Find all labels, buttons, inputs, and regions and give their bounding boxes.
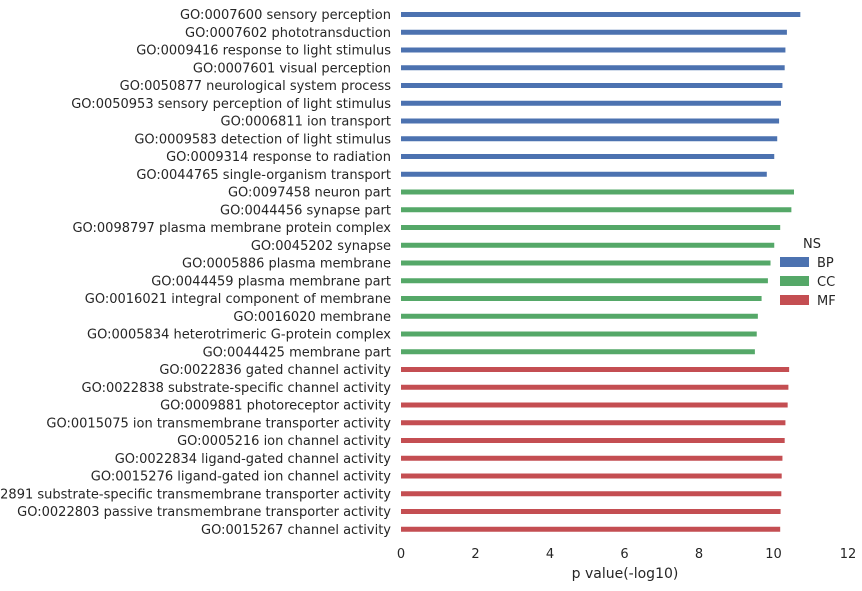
bar-cc [401, 278, 768, 284]
category-label: GO:0005886 plasma membrane [182, 257, 391, 272]
bar-cc [401, 207, 792, 213]
category-label: GO:0005216 ion channel activity [177, 434, 391, 449]
bar-cc [401, 331, 757, 337]
bar-bp [401, 65, 785, 71]
category-label: GO:0016020 membrane [233, 310, 391, 325]
bar-cc [401, 313, 758, 319]
category-label: GO:0044425 membrane part [203, 345, 391, 360]
category-label: GO:0022891 substrate-specific transmembr… [0, 487, 391, 502]
legend-label-bp: BP [817, 256, 834, 271]
x-tick-label: 6 [620, 547, 628, 562]
category-label: GO:0044765 single-organism transport [136, 168, 391, 183]
x-tick-label: 4 [546, 547, 554, 562]
legend-title: NS [803, 237, 821, 252]
bar-bp [401, 136, 778, 142]
category-label: GO:0050877 neurological system process [120, 79, 392, 94]
category-label: GO:0007602 phototransduction [185, 26, 391, 41]
bar-bp [401, 171, 767, 177]
bar-bp [401, 100, 781, 106]
bar-cc [401, 349, 755, 355]
category-label: GO:0022834 ligand-gated channel activity [115, 452, 392, 467]
legend-swatch-mf [780, 295, 809, 305]
category-label: GO:0044456 synapse part [220, 203, 391, 218]
legend: NS BP CC MF [780, 237, 836, 309]
category-label: GO:0050953 sensory perception of light s… [71, 97, 391, 112]
bar-mf [401, 473, 782, 479]
x-tick-label: 12 [840, 547, 857, 562]
bar-cc [401, 242, 775, 248]
bar-mf [401, 491, 782, 497]
bar-bp [401, 29, 787, 35]
category-label: GO:0015267 channel activity [201, 523, 391, 538]
bar-bp [401, 12, 801, 17]
bar-mf [401, 509, 781, 514]
bar-mf [401, 438, 785, 443]
bar-bp [401, 154, 775, 159]
category-labels: GO:0007600 sensory perception GO:0007602 … [0, 8, 391, 538]
category-label: GO:0022803 passive transmembrane transpo… [17, 505, 391, 520]
bar-mf [401, 384, 789, 390]
category-label: GO:0015075 ion transmembrane transporter… [46, 416, 391, 431]
bar-bp [401, 47, 786, 53]
x-tick-label: 10 [765, 547, 782, 562]
category-label: GO:0009314 response to radiation [166, 150, 391, 165]
bar-mf [401, 455, 783, 461]
category-label: GO:0022836 gated channel activity [159, 363, 391, 378]
bar-mf [401, 367, 790, 372]
category-label: GO:0009583 detection of light stimulus [134, 132, 391, 147]
bars-layer [401, 12, 801, 532]
category-label: GO:0097458 neuron part [228, 186, 391, 201]
category-label: GO:0009416 response to light stimulus [136, 44, 391, 59]
x-tick-label: 8 [695, 547, 703, 562]
category-label: GO:0015276 ligand-gated ion channel acti… [91, 470, 392, 485]
category-label: GO:0007601 visual perception [193, 61, 391, 76]
bar-cc [401, 260, 771, 266]
legend-label-cc: CC [817, 275, 835, 290]
bar-mf [401, 402, 788, 408]
x-axis-label: p value(-log10) [572, 566, 679, 582]
x-axis-ticks: 0 2 4 6 8 10 12 [397, 547, 856, 562]
bar-cc [401, 189, 794, 195]
category-label: GO:0016021 integral component of membran… [85, 292, 391, 307]
bar-bp [401, 83, 783, 88]
legend-swatch-cc [780, 276, 809, 286]
category-label: GO:0006811 ion transport [221, 115, 392, 130]
category-label: GO:0009881 photoreceptor activity [160, 399, 391, 414]
bar-cc [401, 296, 762, 301]
legend-label-mf: MF [817, 294, 836, 309]
bar-bp [401, 118, 780, 124]
x-tick-label: 0 [397, 547, 405, 562]
category-label: GO:0007600 sensory perception [180, 8, 391, 23]
legend-swatch-bp [780, 257, 809, 267]
bar-mf [401, 526, 781, 532]
category-label: GO:0044459 plasma membrane part [151, 274, 391, 289]
category-label: GO:0098797 plasma membrane protein compl… [72, 221, 391, 236]
category-label: GO:0005834 heterotrimeric G-protein comp… [87, 328, 391, 343]
category-label: GO:0022838 substrate-specific channel ac… [82, 381, 392, 396]
bar-cc [401, 225, 781, 230]
x-tick-label: 2 [471, 547, 479, 562]
category-label: GO:0045202 synapse [251, 239, 391, 254]
bar-mf [401, 420, 786, 426]
